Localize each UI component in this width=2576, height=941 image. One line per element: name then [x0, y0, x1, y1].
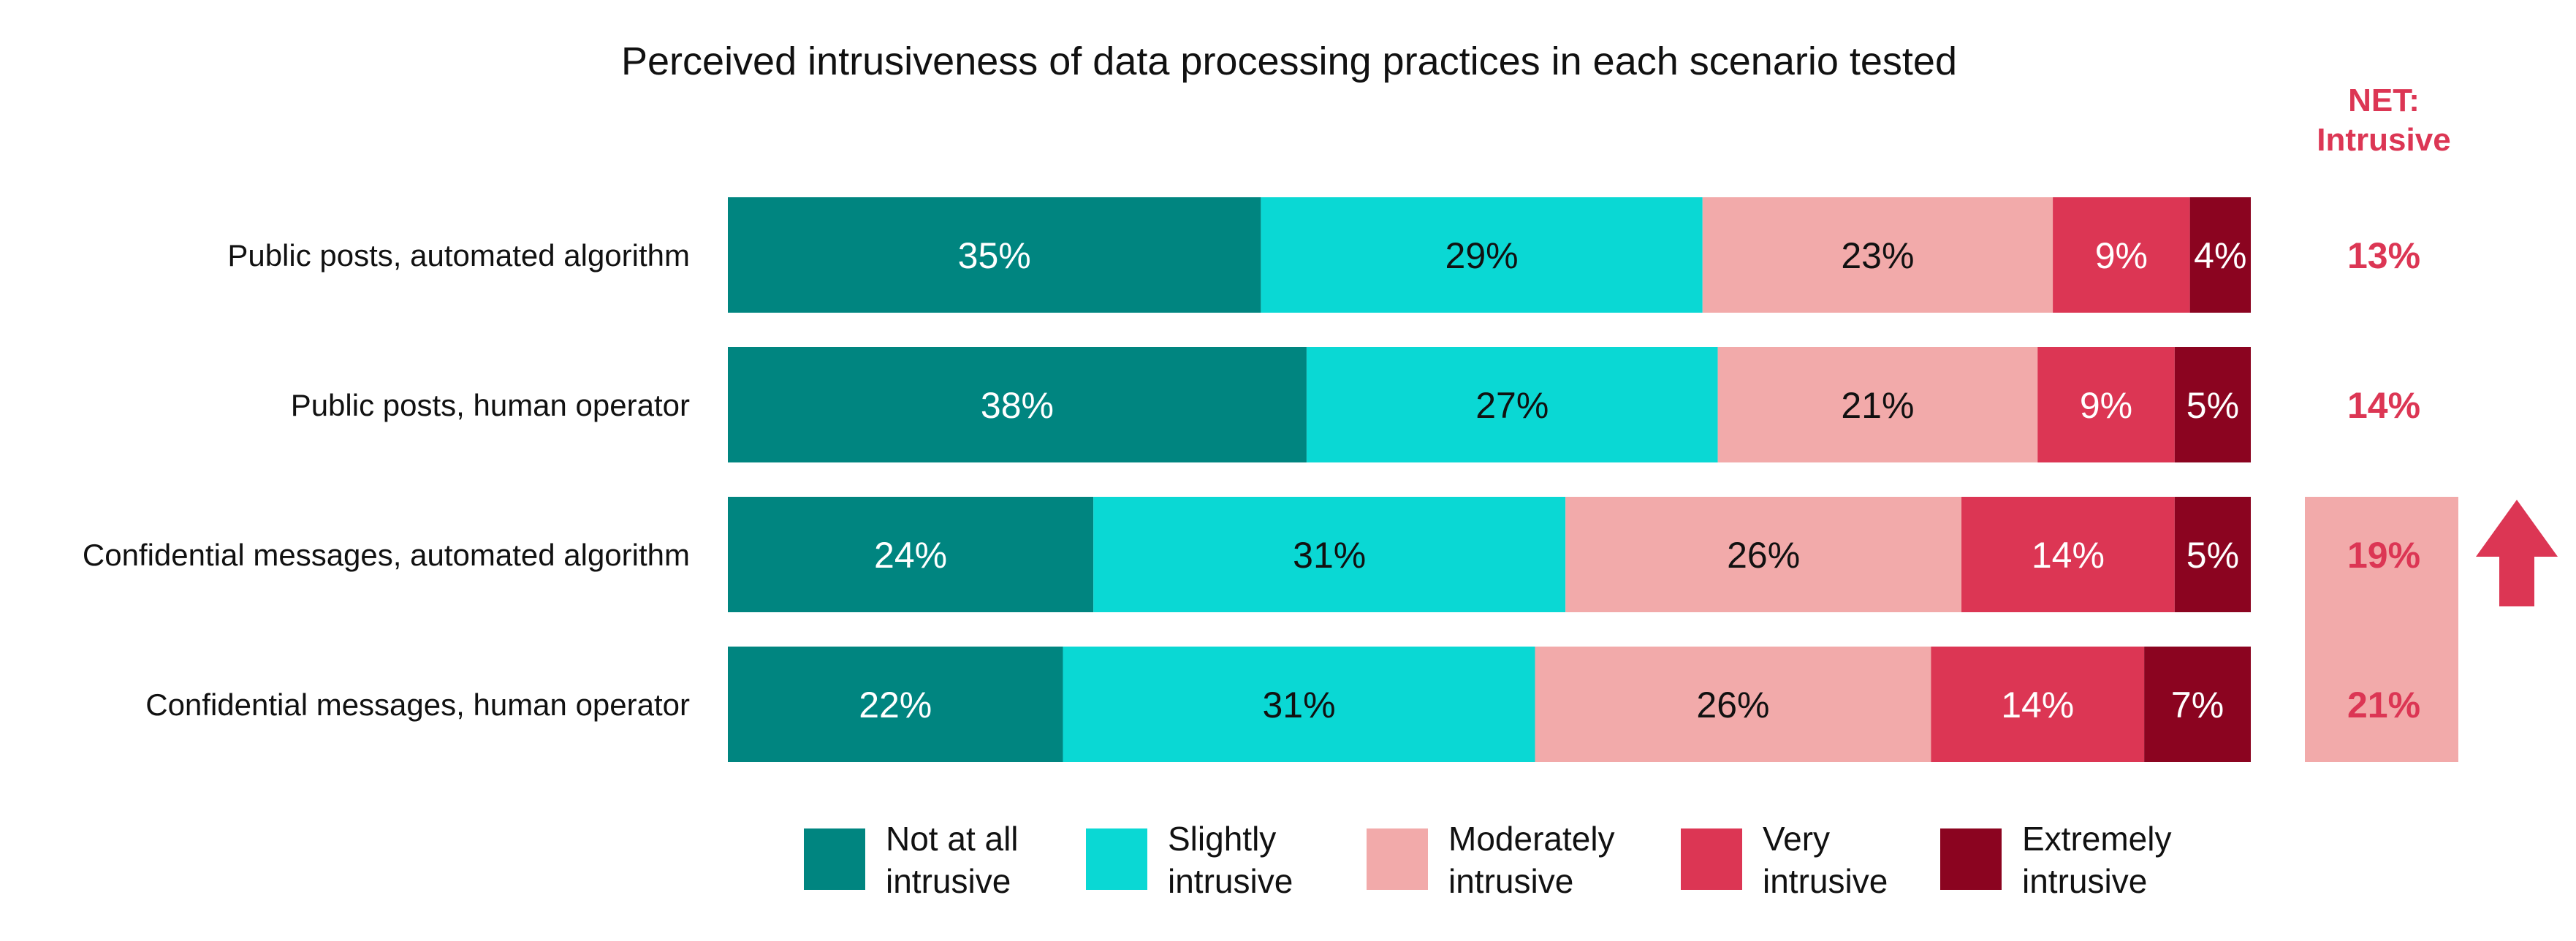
data-label: 29% [1445, 235, 1519, 276]
net-value: 13% [2347, 235, 2420, 276]
legend-item: Not at all intrusive [804, 820, 1019, 900]
data-label: 24% [874, 535, 947, 576]
legend-swatch [804, 828, 865, 890]
data-label: 27% [1475, 385, 1549, 426]
bar-segment [1535, 647, 1931, 762]
bar-segment [2053, 197, 2190, 313]
legend-label: Extremely intrusive [2022, 820, 2171, 900]
legend-label-line: intrusive [1168, 862, 1293, 900]
data-label: 5% [2186, 535, 2239, 576]
bar-segment [1261, 197, 1703, 313]
legend-swatch [1940, 828, 2002, 890]
bar-segment [1702, 197, 2053, 313]
legend-label-line: Not at all [886, 820, 1019, 858]
bar-segment [1063, 647, 1535, 762]
data-label: 14% [2032, 535, 2105, 576]
legend-item: Very intrusive [1681, 820, 1888, 900]
legend-label: Very intrusive [1763, 820, 1888, 900]
bar-segment [728, 497, 1094, 612]
bar-segment [2189, 197, 2251, 313]
legend-label-line: Very [1763, 820, 1830, 858]
net-intrusive-column: NET: Intrusive 13% 14% 19% 21% [2305, 83, 2558, 762]
data-label: 26% [1696, 685, 1769, 725]
bar-segment [1931, 647, 2145, 762]
data-label: 31% [1293, 535, 1366, 576]
data-label: 22% [859, 685, 932, 725]
legend-label-line: intrusive [2022, 862, 2147, 900]
legend-label-line: Moderately [1448, 820, 1615, 858]
data-label: 4% [2194, 235, 2246, 276]
category-label: Public posts, automated algorithm [227, 238, 690, 273]
legend-label: Not at all intrusive [886, 820, 1019, 900]
bar-segment [728, 197, 1261, 313]
legend-item: Moderately intrusive [1367, 820, 1615, 900]
bar-segment [728, 647, 1063, 762]
legend-item: Extremely intrusive [1940, 820, 2171, 900]
data-label: 26% [1727, 535, 1800, 576]
data-label: 9% [2080, 385, 2132, 426]
up-arrow-icon [2476, 500, 2558, 606]
net-header: Intrusive [2317, 122, 2450, 158]
legend-label: Slightly intrusive [1168, 820, 1293, 900]
legend-label: Moderately intrusive [1448, 820, 1615, 900]
category-label: Confidential messages, automated algorit… [83, 538, 690, 572]
net-value: 19% [2347, 535, 2420, 576]
legend-label-line: intrusive [1763, 862, 1888, 900]
bar-segment [2144, 647, 2251, 762]
bar-segment [1961, 497, 2175, 612]
data-label: 9% [2095, 235, 2148, 276]
legend-swatch [1681, 828, 1742, 890]
net-header: NET: [2348, 83, 2420, 118]
chart-title: Perceived intrusiveness of data processi… [621, 39, 1957, 83]
data-label: 14% [2001, 685, 2074, 725]
legend-label-line: intrusive [1448, 862, 1573, 900]
bar-segment [2174, 497, 2251, 612]
bar-segment [728, 347, 1307, 462]
data-label: 21% [1841, 385, 1914, 426]
data-label: 31% [1262, 685, 1335, 725]
legend-swatch [1367, 828, 1428, 890]
legend-item: Slightly intrusive [1086, 820, 1293, 900]
bar-segment [2174, 347, 2251, 462]
legend-swatch [1086, 828, 1147, 890]
category-label: Public posts, human operator [291, 388, 690, 422]
net-value: 14% [2347, 385, 2420, 426]
bar-segment [1565, 497, 1962, 612]
data-label: 35% [958, 235, 1031, 276]
category-label: Confidential messages, human operator [145, 687, 690, 722]
bar-segment [1717, 347, 2038, 462]
data-label: 23% [1841, 235, 1914, 276]
legend-label-line: Extremely [2022, 820, 2171, 858]
bar-segment [1093, 497, 1566, 612]
data-label: 5% [2186, 385, 2239, 426]
data-label: 7% [2171, 685, 2224, 725]
net-value: 21% [2347, 685, 2420, 725]
category-labels: Public posts, automated algorithm Public … [83, 238, 690, 722]
bar-segment [1306, 347, 1718, 462]
bar-segment [2037, 347, 2175, 462]
net-highlight-box [2305, 497, 2458, 762]
data-label: 38% [981, 385, 1054, 426]
legend-label-line: Slightly [1168, 820, 1276, 858]
stacked-bars: 35% 29% 23% 9% 4% 38% 27% 21% 9% 5% 24% 31% 26% 14% 5%… [728, 197, 2251, 762]
legend-label-line: intrusive [886, 862, 1011, 900]
